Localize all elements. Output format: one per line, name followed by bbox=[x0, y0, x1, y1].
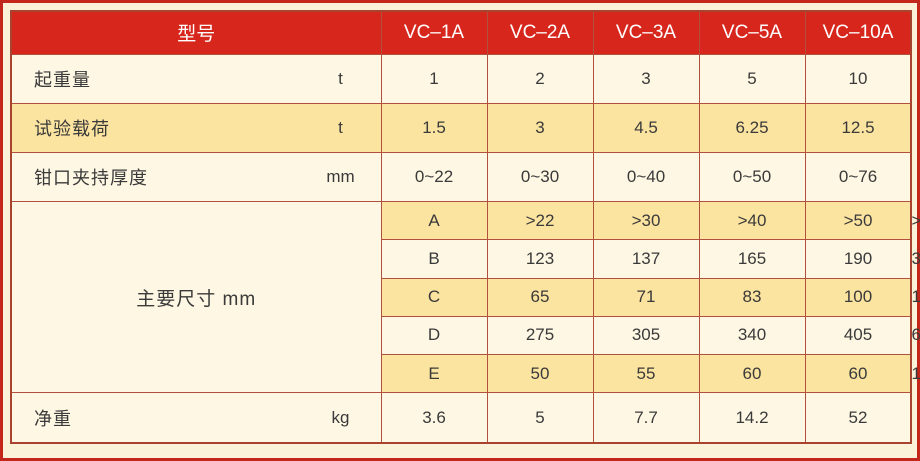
cell-value: 2 bbox=[486, 53, 594, 104]
row-unit: t bbox=[338, 117, 343, 137]
cell-value: 4.5 bbox=[592, 102, 700, 153]
row-label: 试验载荷 bbox=[34, 118, 110, 139]
row-label: 钳口夹持厚度 bbox=[34, 167, 148, 188]
row-dim-a: 主要尺寸 mm A >22 >30 >40 >50 >76 bbox=[10, 201, 920, 394]
cell-value: 123 bbox=[486, 239, 594, 279]
row-unit: kg bbox=[331, 407, 350, 427]
row-net-weight: 净重 kg 3.6 5 7.7 14.2 52 bbox=[10, 392, 912, 444]
row-dim-e: E 50 55 60 60 100 bbox=[11, 354, 920, 394]
row-label: 起重量 bbox=[34, 69, 91, 90]
cell-value: 10 bbox=[804, 53, 912, 104]
cell-value: 0~30 bbox=[486, 151, 594, 203]
header-row: 型号 VC–1A VC–2A VC–3A VC–5A VC–10A bbox=[10, 10, 912, 55]
cell-value: 65 bbox=[486, 277, 594, 317]
cell-value: 340 bbox=[698, 315, 806, 356]
column-header-vc-10a: VC–10A bbox=[804, 10, 912, 55]
cell-value: 165 bbox=[698, 239, 806, 279]
cell-value: 1.5 bbox=[380, 102, 488, 153]
cell-value: 0~22 bbox=[380, 151, 488, 203]
column-header-model: 型号 bbox=[10, 10, 382, 55]
cell-value: 100 bbox=[804, 277, 912, 317]
cell-value: 6.25 bbox=[698, 102, 806, 153]
cell-value: 0~40 bbox=[592, 151, 700, 203]
cell-value: >50 bbox=[804, 201, 912, 241]
cell-value: 7.7 bbox=[592, 392, 700, 444]
dim-key: A bbox=[380, 201, 488, 241]
cell-value: 3.6 bbox=[380, 392, 488, 444]
cell-value: 5 bbox=[486, 392, 594, 444]
cell-value: 50 bbox=[486, 354, 594, 394]
column-header-vc-3a: VC–3A bbox=[592, 10, 700, 55]
cell-value: 305 bbox=[592, 315, 700, 356]
dim-key: D bbox=[380, 315, 488, 356]
cell-value: >30 bbox=[592, 201, 700, 241]
cell-value: 14.2 bbox=[698, 392, 806, 444]
row-dim-c: C 65 71 83 100 134 bbox=[11, 277, 920, 317]
cell-value: 1 bbox=[380, 53, 488, 104]
dim-key: B bbox=[380, 239, 488, 279]
row-unit: mm bbox=[326, 166, 355, 186]
row-jaw-thickness: 钳口夹持厚度 mm 0~22 0~30 0~40 0~50 0~76 bbox=[10, 151, 912, 203]
cell-value: 275 bbox=[486, 315, 594, 356]
column-header-vc-5a: VC–5A bbox=[698, 10, 806, 55]
lifting-capacity-label-cell: 起重量 t bbox=[10, 53, 382, 104]
dim-key: C bbox=[380, 277, 488, 317]
cell-value: 60 bbox=[698, 354, 806, 394]
cell-value: 190 bbox=[804, 239, 912, 279]
cell-value: 60 bbox=[804, 354, 912, 394]
row-unit: t bbox=[338, 68, 343, 88]
test-load-label-cell: 试验载荷 t bbox=[10, 102, 382, 153]
cell-value: 405 bbox=[804, 315, 912, 356]
cell-value: 137 bbox=[592, 239, 700, 279]
main-dimensions-cell: 主要尺寸 mm bbox=[10, 201, 382, 394]
row-lifting-capacity: 起重量 t 1 2 3 5 10 bbox=[10, 53, 912, 104]
row-dim-d: D 275 305 340 405 650 bbox=[11, 315, 920, 356]
row-test-load: 试验载荷 t 1.5 3 4.5 6.25 12.5 bbox=[10, 102, 912, 153]
spec-sheet: 型号 VC–1A VC–2A VC–3A VC–5A VC–10A 起重量 t … bbox=[3, 3, 920, 458]
cell-value: 71 bbox=[592, 277, 700, 317]
cell-value: >40 bbox=[698, 201, 806, 241]
column-header-vc-1a: VC–1A bbox=[380, 10, 488, 55]
net-weight-label-cell: 净重 kg bbox=[10, 392, 382, 444]
cell-value: 52 bbox=[804, 392, 912, 444]
cell-value: 3 bbox=[486, 102, 594, 153]
spec-table: 型号 VC–1A VC–2A VC–3A VC–5A VC–10A 起重量 t … bbox=[10, 10, 920, 444]
cell-value: 55 bbox=[592, 354, 700, 394]
cell-value: 0~50 bbox=[698, 151, 806, 203]
cell-value: 5 bbox=[698, 53, 806, 104]
dim-key: E bbox=[380, 354, 488, 394]
cell-value: 0~76 bbox=[804, 151, 912, 203]
cell-value: >22 bbox=[486, 201, 594, 241]
cell-value: 3 bbox=[592, 53, 700, 104]
jaw-thickness-label-cell: 钳口夹持厚度 mm bbox=[10, 151, 382, 203]
cell-value: 12.5 bbox=[804, 102, 912, 153]
column-header-vc-2a: VC–2A bbox=[486, 10, 594, 55]
row-label: 净重 bbox=[34, 408, 72, 429]
cell-value: 83 bbox=[698, 277, 806, 317]
